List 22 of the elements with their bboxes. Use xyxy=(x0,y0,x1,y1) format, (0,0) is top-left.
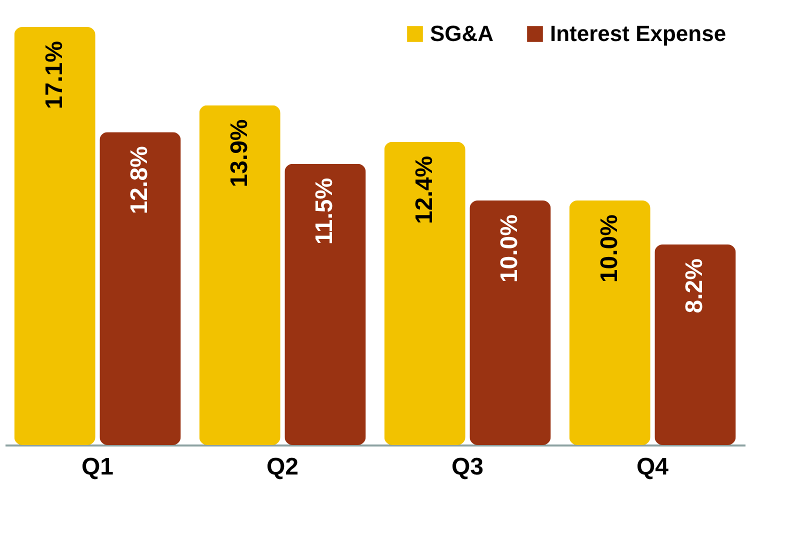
x-tick-label: Q4 xyxy=(636,454,670,480)
bar xyxy=(384,142,466,445)
bar xyxy=(199,105,280,445)
data-label: 13.9% xyxy=(226,119,253,188)
bar xyxy=(284,164,366,445)
data-label: 12.4% xyxy=(410,156,438,224)
bar xyxy=(569,200,650,445)
legend-label: SG&A xyxy=(430,21,494,46)
bar xyxy=(654,244,736,445)
bar xyxy=(470,200,551,445)
data-label: 12.8% xyxy=(126,146,154,214)
data-label: 17.1% xyxy=(40,41,68,110)
legend-label: Interest Expense xyxy=(550,21,726,46)
x-tick-label: Q3 xyxy=(451,454,484,480)
bar xyxy=(100,132,181,445)
bar xyxy=(14,27,96,445)
data-label: 10.0% xyxy=(496,214,524,283)
data-label: 11.5% xyxy=(311,178,338,245)
x-tick-label: Q1 xyxy=(81,454,114,480)
data-label: 8.2% xyxy=(681,258,708,314)
data-label: 10.0% xyxy=(596,214,623,283)
x-tick-label: Q2 xyxy=(266,454,299,480)
